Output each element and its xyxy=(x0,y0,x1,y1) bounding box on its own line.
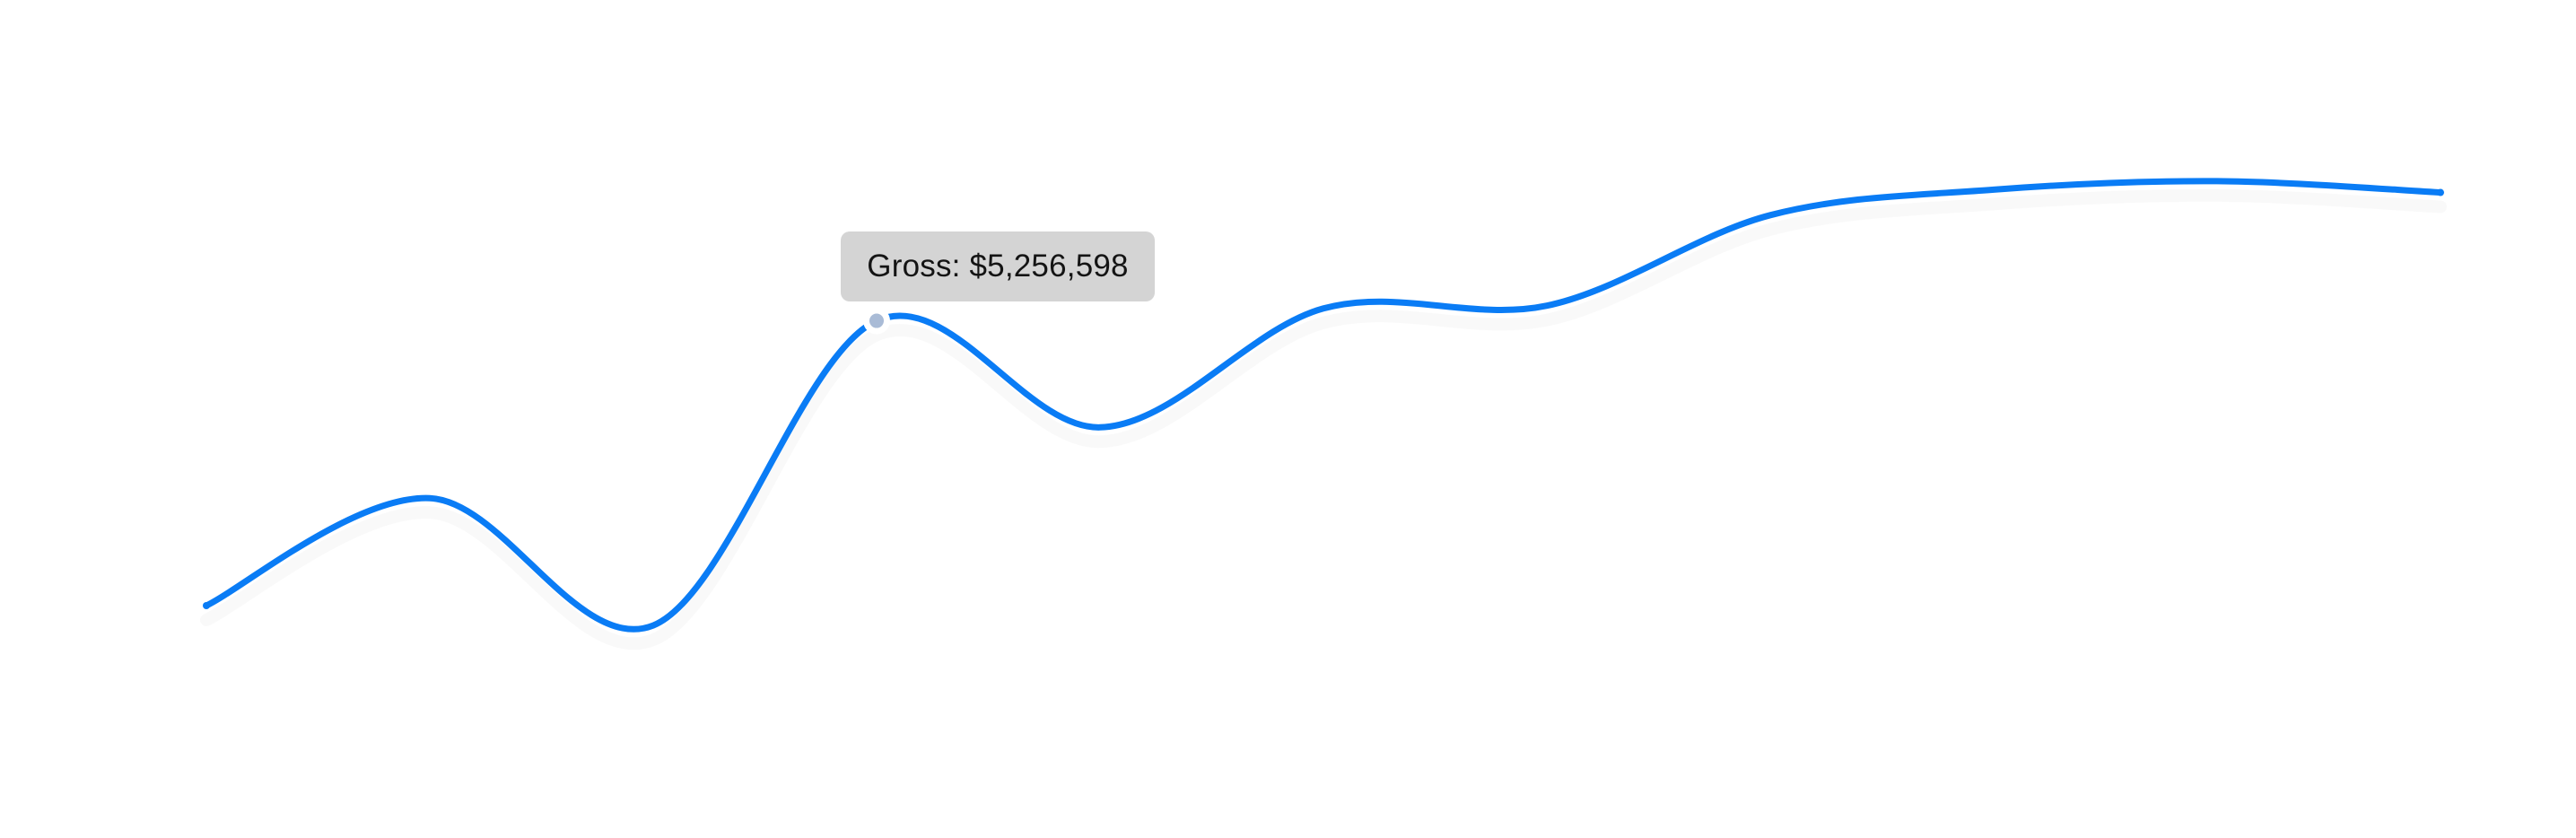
data-point[interactable] xyxy=(203,602,210,609)
data-point[interactable] xyxy=(426,494,433,502)
tooltip-separator: : xyxy=(951,248,970,284)
data-point[interactable] xyxy=(650,622,657,629)
tooltip: Gross: $5,256,598 xyxy=(841,231,1155,301)
data-point[interactable] xyxy=(2214,178,2221,185)
data-point[interactable] xyxy=(1096,423,1104,431)
data-point[interactable] xyxy=(1320,305,1327,312)
data-points xyxy=(203,178,2444,629)
tooltip-value: $5,256,598 xyxy=(969,248,1129,284)
tooltip-series-name: Gross xyxy=(867,248,952,284)
data-point[interactable] xyxy=(1543,302,1550,310)
data-point[interactable] xyxy=(1990,186,1997,193)
data-point[interactable] xyxy=(1767,212,1774,219)
hover-marker[interactable] xyxy=(869,313,884,328)
series-line xyxy=(203,178,2444,633)
data-point[interactable] xyxy=(2437,188,2444,196)
